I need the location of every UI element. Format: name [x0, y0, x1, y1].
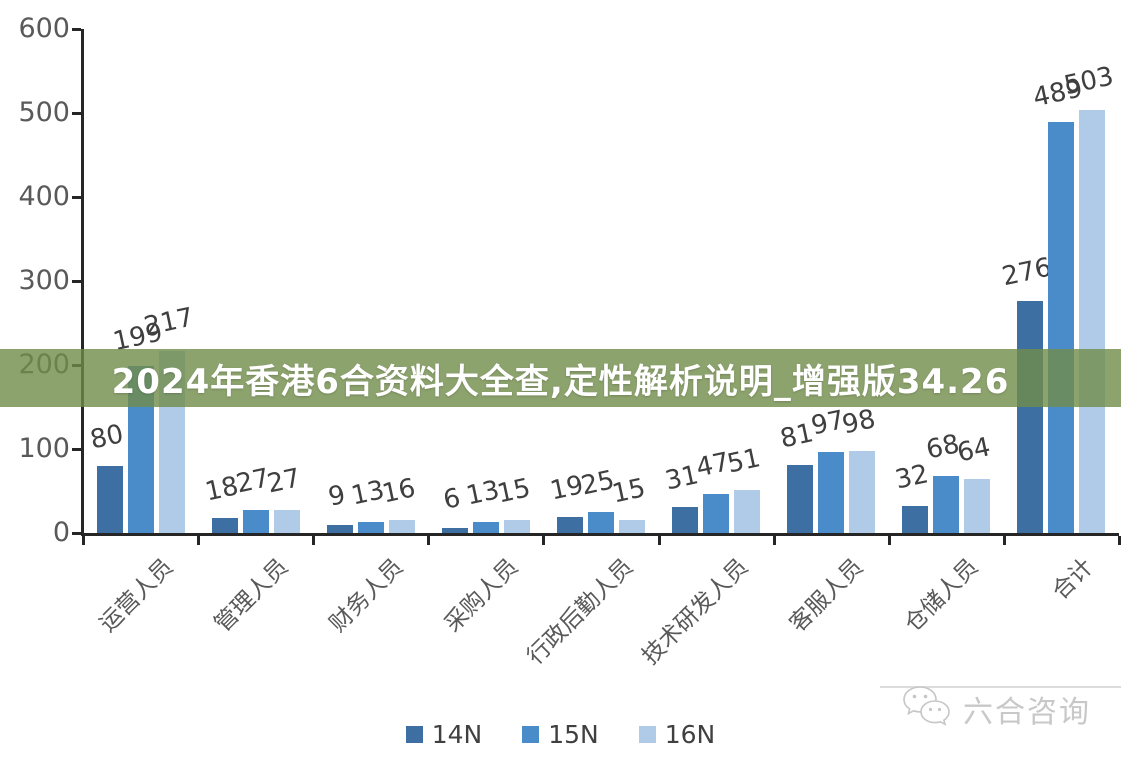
bar-15n-6: [703, 493, 730, 533]
data-label-16n-5: 15: [609, 473, 649, 510]
data-label-16n-9: 503: [1061, 61, 1117, 102]
bar-16n-7: [849, 450, 876, 533]
bar-15n-5: [588, 512, 614, 533]
data-label-14n-9: 276: [999, 252, 1055, 293]
x-axis-label-2: 管理人员: [209, 553, 294, 638]
watermark-text: 六合咨询: [963, 695, 1091, 730]
x-axis-label-6: 技术研发人员: [637, 553, 754, 670]
watermark-logo: 六合咨询: [899, 683, 1091, 735]
x-axis-tick: [1118, 536, 1121, 545]
y-axis-tick: [72, 196, 81, 199]
x-axis-label-4: 采购人员: [439, 553, 524, 638]
x-axis-tick: [1002, 536, 1006, 545]
bar-15n-4: [472, 522, 499, 533]
legend-item-15n: 15N: [522, 720, 599, 749]
y-axis-label: 600: [18, 13, 70, 44]
data-label-16n-8: 64: [954, 432, 994, 469]
bar-16n-4: [503, 520, 530, 533]
x-axis-tick: [427, 536, 431, 545]
bar-16n-5: [619, 520, 645, 533]
legend-swatch-14n: [405, 726, 423, 743]
data-label-14n-4: 6: [440, 482, 463, 516]
wechat-icon: [899, 683, 953, 735]
data-label-16n-2: 27: [264, 463, 303, 500]
y-axis-tick: [72, 28, 81, 31]
bar-15n-7: [818, 451, 845, 533]
y-axis-label: 300: [18, 265, 70, 296]
data-label-14n-1: 80: [87, 419, 126, 456]
bar-14n-5: [557, 517, 583, 533]
x-axis-tick: [772, 536, 776, 545]
legend-item-14n: 14N: [405, 720, 483, 749]
bar-16n-9: [1079, 110, 1106, 533]
legend: 14N 15N 16N: [0, 720, 1121, 749]
x-axis-label-3: 财务人员: [324, 553, 409, 638]
bar-14n-6: [672, 506, 699, 533]
bar-14n-8: [902, 506, 929, 533]
y-axis-label: 400: [18, 181, 70, 212]
x-axis-tick: [542, 536, 546, 545]
x-axis-tick: [312, 536, 316, 545]
y-axis-tick: [72, 280, 81, 283]
bar-14n-4: [441, 527, 468, 533]
bar-15n-9: [1048, 122, 1075, 533]
bar-16n-6: [734, 490, 761, 533]
y-axis-tick: [72, 448, 81, 451]
x-axis-tick: [657, 536, 661, 545]
data-label-16n-6: 51: [724, 443, 764, 480]
y-axis-line: [81, 29, 84, 536]
data-label-16n-4: 15: [494, 473, 534, 510]
bar-15n-2: [242, 510, 269, 533]
bar-14n-9: [1017, 301, 1044, 533]
legend-swatch-16n: [638, 726, 656, 743]
x-axis-tick: [887, 536, 891, 545]
watermark-divider: [880, 686, 1121, 688]
x-axis-label-5: 行政后勤人员: [522, 553, 639, 670]
x-axis-label-7: 客服人员: [785, 553, 869, 638]
bar-14n-3: [326, 525, 353, 533]
y-axis-tick: [72, 112, 81, 115]
x-axis-tick: [197, 536, 201, 545]
x-axis-label-1: 运营人员: [94, 553, 178, 638]
data-label-16n-1: 217: [141, 302, 196, 342]
x-axis-label-9: 合计: [1047, 553, 1099, 605]
x-axis-label-8: 仓储人员: [900, 553, 984, 638]
data-label-14n-3: 9: [325, 480, 348, 514]
overlay-banner: 2024年香港6合资料大全查,定性解析说明_增强版34.26: [0, 349, 1121, 407]
y-axis-label: 0: [52, 517, 70, 548]
bar-16n-8: [964, 479, 991, 533]
y-axis-label: 500: [18, 97, 70, 128]
bar-16n-3: [388, 519, 415, 533]
x-axis-tick: [82, 536, 85, 545]
data-label-16n-3: 16: [379, 472, 418, 510]
y-axis-label: 100: [18, 433, 70, 464]
bar-15n-3: [357, 522, 384, 533]
data-label-16n-7: 98: [839, 403, 879, 441]
legend-label-16n: 16N: [664, 720, 716, 749]
legend-label-15n: 15N: [548, 720, 599, 749]
bar-15n-8: [933, 475, 960, 533]
bar-16n-2: [273, 510, 300, 533]
y-axis-tick: [72, 532, 81, 535]
x-axis-line: [83, 533, 1119, 536]
legend-item-16n: 16N: [638, 720, 716, 749]
data-label-14n-8: 32: [892, 459, 932, 496]
bar-14n-2: [211, 517, 238, 533]
legend-label-14n: 14N: [431, 720, 483, 749]
bar-14n-7: [787, 464, 814, 533]
bar-14n-1: [96, 465, 123, 533]
legend-swatch-15n: [522, 726, 540, 743]
banner-title: 2024年香港6合资料大全查,定性解析说明_增强版34.26: [111, 361, 1010, 402]
